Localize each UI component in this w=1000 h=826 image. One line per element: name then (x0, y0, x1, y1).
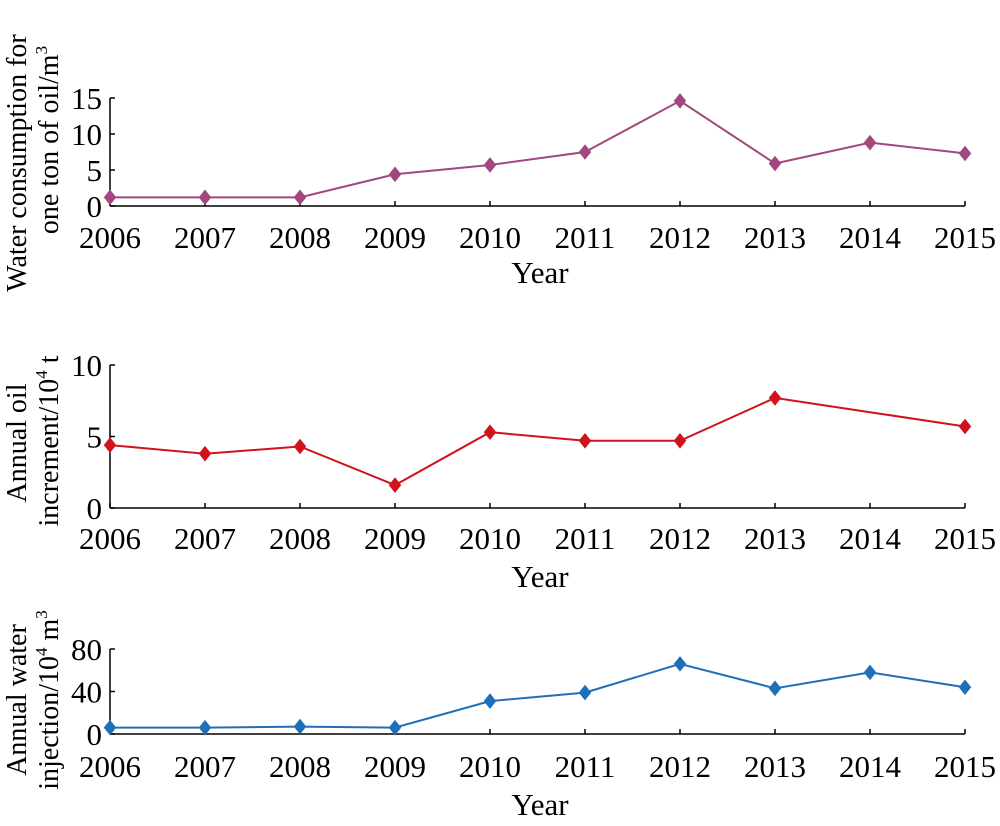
x-axis-title: Year (511, 255, 569, 290)
data-point-marker (293, 718, 307, 735)
x-tick-label: 2009 (364, 521, 426, 556)
y-tick-label: 15 (71, 81, 102, 116)
data-point-marker (198, 189, 212, 206)
data-point-marker (483, 424, 497, 441)
x-tick-label: 2006 (79, 749, 141, 784)
y-axis-label-line-1: Water consumption for (2, 34, 33, 292)
x-tick-label: 2014 (839, 749, 902, 784)
y-tick-label: 10 (71, 117, 102, 152)
y-axis-label-unit: t (34, 355, 65, 370)
x-tick-label: 2008 (269, 521, 331, 556)
chart-annual-water-injection: 0 40 80 2006 2007 2008 2009 2010 2011 2012 2013 201… (2, 610, 996, 822)
series-line (109, 396, 966, 487)
x-tick-label: 2015 (934, 220, 996, 255)
series-line (110, 99, 966, 199)
data-point-marker (578, 432, 592, 449)
x-tick-label: 2013 (744, 220, 806, 255)
data-point-marker (483, 693, 497, 709)
x-tick-label: 2010 (459, 521, 521, 556)
x-tick-label: 2008 (269, 749, 331, 784)
x-tick-label: 2013 (744, 521, 806, 556)
x-axis-title: Year (511, 559, 569, 594)
data-point-marker (103, 719, 117, 736)
data-point-marker (483, 157, 497, 173)
data-point-marker (958, 679, 972, 696)
data-point-marker (388, 477, 402, 493)
y-axis-label-superscript-2: 3 (32, 610, 51, 619)
y-tick-label: 10 (71, 348, 102, 383)
data-point-marker (958, 145, 972, 162)
x-tick-label: 2010 (459, 749, 521, 784)
y-axis-label-line-2: injection/104 m3 (32, 610, 65, 790)
data-point-marker (388, 719, 402, 736)
y-axis-label-superscript: 4 (32, 370, 51, 379)
y-axis-label-line-2: increment/104 t (32, 355, 65, 526)
x-tick-label: 2007 (174, 521, 236, 556)
x-tick-label: 2011 (555, 220, 616, 255)
data-point-marker (768, 680, 782, 697)
y-axis-label-line-2-text: one ton of oil/m (34, 54, 65, 234)
data-point-marker (958, 418, 972, 435)
x-tick-label: 2007 (174, 749, 236, 784)
x-tick-label: 2013 (744, 749, 806, 784)
y-axis-label-superscript: 3 (32, 46, 51, 55)
x-axis-title: Year (511, 787, 569, 822)
y-axis-label-line-1: Annual oil (2, 383, 33, 502)
x-tick-label: 2012 (649, 749, 711, 784)
x-tick-label: 2009 (364, 749, 426, 784)
y-axis-label-line-2-text: injection/10 (34, 656, 65, 790)
data-point-marker (103, 437, 117, 453)
chart-annual-oil-increment: 0 5 10 2006 2007 2008 2009 2010 2011 2012 2013 2014… (2, 348, 996, 594)
data-point-marker (578, 684, 592, 701)
x-tick-label: 2006 (79, 521, 141, 556)
data-point-marker (198, 445, 212, 462)
data-point-marker (768, 390, 782, 406)
y-tick-label: 0 (87, 491, 103, 526)
y-axis-label-superscript: 4 (32, 647, 51, 656)
data-point-marker (673, 656, 687, 672)
y-axis-label-line-2: one ton of oil/m3 (32, 46, 65, 234)
y-tick-label: 80 (71, 632, 102, 667)
data-point-marker (673, 93, 687, 109)
data-point-marker (388, 166, 402, 183)
data-point-marker (293, 438, 307, 455)
data-point-marker (103, 189, 117, 206)
y-tick-label: 5 (87, 420, 103, 455)
series-line (110, 662, 966, 729)
x-tick-label: 2009 (364, 220, 426, 255)
data-point-marker (673, 432, 687, 449)
x-tick-label: 2012 (649, 521, 711, 556)
x-tick-label: 2014 (839, 521, 902, 556)
data-point-marker (863, 664, 877, 681)
y-axis-label-unit: m (34, 619, 65, 648)
y-tick-label: 40 (71, 675, 102, 710)
y-axis-label-line-2-text: increment/10 (34, 379, 65, 527)
x-tick-label: 2012 (649, 220, 711, 255)
data-point-marker (863, 134, 877, 151)
x-tick-label: 2008 (269, 220, 331, 255)
x-tick-label: 2011 (555, 521, 616, 556)
x-tick-label: 2006 (79, 220, 141, 255)
data-point-marker (768, 155, 782, 172)
x-tick-label: 2015 (934, 749, 996, 784)
x-tick-label: 2007 (174, 220, 236, 255)
data-point-marker (578, 144, 592, 160)
y-tick-label: 0 (87, 189, 103, 224)
y-tick-label: 0 (87, 717, 103, 752)
x-tick-label: 2015 (934, 521, 996, 556)
data-point-marker (198, 719, 212, 736)
x-tick-label: 2011 (555, 749, 616, 784)
y-tick-label: 5 (87, 153, 103, 188)
y-axis-label-line-1: Annual water (2, 624, 33, 776)
x-tick-label: 2010 (459, 220, 521, 255)
x-tick-label: 2014 (839, 220, 902, 255)
data-point-marker (293, 189, 307, 206)
